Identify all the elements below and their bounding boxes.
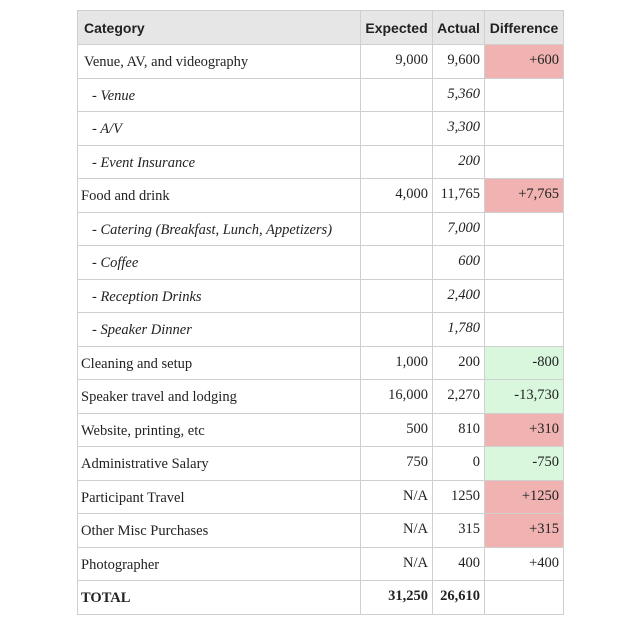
actual-cell: 3,300 <box>432 111 485 146</box>
difference-cell <box>484 245 564 280</box>
table-row: Participant Travel N/A 1250 +1250 <box>77 479 564 514</box>
expected-cell: N/A <box>360 513 433 548</box>
category-cell: - Reception Drinks <box>77 278 361 313</box>
table-header: Category Expected Actual Difference <box>77 10 564 45</box>
actual-cell: 9,600 <box>432 44 485 79</box>
category-cell: Cleaning and setup <box>77 345 361 380</box>
expected-cell: 9,000 <box>360 44 433 79</box>
expected-cell: 750 <box>360 446 433 481</box>
difference-cell <box>484 312 564 347</box>
table-row: - Reception Drinks 2,400 <box>77 278 564 313</box>
header-cell: Actual <box>432 10 485 45</box>
header-row: Category Expected Actual Difference <box>77 10 564 45</box>
difference-cell: +600 <box>484 44 564 79</box>
expected-cell <box>360 144 433 179</box>
header-cell: Category <box>77 10 361 45</box>
table-row: Website, printing, etc 500 810 +310 <box>77 412 564 447</box>
table-row: Food and drink 4,000 11,765 +7,765 <box>77 178 564 213</box>
category-cell: Administrative Salary <box>77 446 361 481</box>
actual-cell: 200 <box>432 144 485 179</box>
actual-cell: 1250 <box>432 479 485 514</box>
category-cell: - Venue <box>77 77 361 112</box>
table-body: Venue, AV, and videography 9,000 9,600 +600… <box>77 44 564 615</box>
actual-cell: 0 <box>432 446 485 481</box>
category-cell: - Catering (Breakfast, Lunch, Appetizers… <box>77 211 361 246</box>
actual-cell: 200 <box>432 345 485 380</box>
category-cell: TOTAL <box>77 580 361 615</box>
category-cell: Food and drink <box>77 178 361 213</box>
category-cell: Venue, AV, and videography <box>77 44 361 79</box>
table-row: - Event Insurance 200 <box>77 144 564 179</box>
table-row: TOTAL 31,250 26,610 <box>77 580 564 615</box>
difference-cell <box>484 580 564 615</box>
category-cell: - Speaker Dinner <box>77 312 361 347</box>
table-row: Administrative Salary 750 0 -750 <box>77 446 564 481</box>
difference-cell <box>484 77 564 112</box>
table-row: - Catering (Breakfast, Lunch, Appetizers… <box>77 211 564 246</box>
actual-cell: 26,610 <box>432 580 485 615</box>
table-row: - Coffee 600 <box>77 245 564 280</box>
table-row: Cleaning and setup 1,000 200 -800 <box>77 345 564 380</box>
actual-cell: 11,765 <box>432 178 485 213</box>
difference-cell: +310 <box>484 412 564 447</box>
expected-cell: 1,000 <box>360 345 433 380</box>
difference-cell: -800 <box>484 345 564 380</box>
table-row: Venue, AV, and videography 9,000 9,600 +600 <box>77 44 564 79</box>
expected-cell <box>360 211 433 246</box>
difference-cell: +7,765 <box>484 178 564 213</box>
expected-cell: N/A <box>360 546 433 581</box>
actual-cell: 7,000 <box>432 211 485 246</box>
budget-table: Category Expected Actual Difference Venu… <box>77 10 564 615</box>
header-cell: Difference <box>484 10 564 45</box>
header-cell: Expected <box>360 10 433 45</box>
table-row: Other Misc Purchases N/A 315 +315 <box>77 513 564 548</box>
category-cell: Other Misc Purchases <box>77 513 361 548</box>
expected-cell <box>360 111 433 146</box>
actual-cell: 5,360 <box>432 77 485 112</box>
table-row: Speaker travel and lodging 16,000 2,270 -13… <box>77 379 564 414</box>
actual-cell: 600 <box>432 245 485 280</box>
expected-cell <box>360 245 433 280</box>
category-cell: Photographer <box>77 546 361 581</box>
expected-cell <box>360 312 433 347</box>
difference-cell: +315 <box>484 513 564 548</box>
expected-cell: N/A <box>360 479 433 514</box>
actual-cell: 400 <box>432 546 485 581</box>
difference-cell <box>484 144 564 179</box>
expected-cell: 4,000 <box>360 178 433 213</box>
expected-cell <box>360 77 433 112</box>
difference-cell <box>484 111 564 146</box>
difference-cell <box>484 211 564 246</box>
actual-cell: 2,270 <box>432 379 485 414</box>
actual-cell: 1,780 <box>432 312 485 347</box>
category-cell: Website, printing, etc <box>77 412 361 447</box>
category-cell: - Coffee <box>77 245 361 280</box>
table-row: - Venue 5,360 <box>77 77 564 112</box>
expected-cell <box>360 278 433 313</box>
difference-cell: +1250 <box>484 479 564 514</box>
category-cell: Participant Travel <box>77 479 361 514</box>
category-cell: Speaker travel and lodging <box>77 379 361 414</box>
expected-cell: 31,250 <box>360 580 433 615</box>
actual-cell: 2,400 <box>432 278 485 313</box>
difference-cell: -750 <box>484 446 564 481</box>
difference-cell <box>484 278 564 313</box>
actual-cell: 810 <box>432 412 485 447</box>
table-row: - A/V 3,300 <box>77 111 564 146</box>
actual-cell: 315 <box>432 513 485 548</box>
expected-cell: 500 <box>360 412 433 447</box>
category-cell: - A/V <box>77 111 361 146</box>
table-row: - Speaker Dinner 1,780 <box>77 312 564 347</box>
difference-cell: +400 <box>484 546 564 581</box>
expected-cell: 16,000 <box>360 379 433 414</box>
table-row: Photographer N/A 400 +400 <box>77 546 564 581</box>
category-cell: - Event Insurance <box>77 144 361 179</box>
difference-cell: -13,730 <box>484 379 564 414</box>
